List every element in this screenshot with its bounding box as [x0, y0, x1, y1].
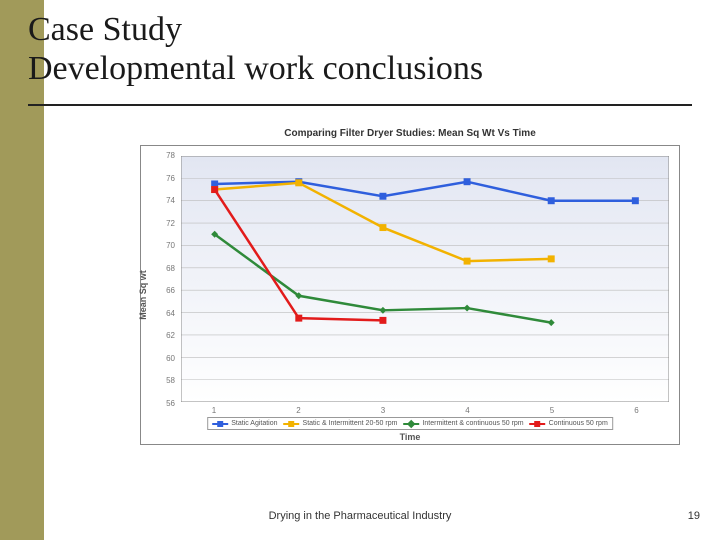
y-tick-label: 60: [166, 354, 175, 363]
legend-label: Static Agitation: [231, 420, 277, 427]
x-tick-label: 5: [550, 406, 554, 415]
legend-swatch: [212, 421, 228, 427]
title-underline: [28, 104, 692, 106]
x-tick-label: 4: [465, 406, 469, 415]
y-tick-label: 64: [166, 309, 175, 318]
y-tick-label: 74: [166, 196, 175, 205]
chart-plot-frame: Mean Sq wt Time Static Agitation Static &…: [140, 145, 680, 445]
y-tick-label: 62: [166, 331, 175, 340]
legend-swatch: [284, 421, 300, 427]
legend-item: Static Agitation: [212, 420, 277, 427]
chart-plot-area: [181, 156, 669, 402]
y-tick-label: 72: [166, 219, 175, 228]
x-tick-label: 1: [212, 406, 216, 415]
y-tick-label: 78: [166, 151, 175, 160]
legend-swatch: [530, 421, 546, 427]
legend-item: Intermittent & continuous 50 rpm: [403, 420, 523, 427]
title-line-2: Developmental work conclusions: [28, 50, 483, 87]
legend-label: Continuous 50 rpm: [549, 420, 608, 427]
y-tick-label: 56: [166, 399, 175, 408]
y-tick-label: 66: [166, 286, 175, 295]
x-tick-label: 2: [296, 406, 300, 415]
title-line-1: Case Study: [28, 11, 182, 48]
legend-label: Static & Intermittent 20-50 rpm: [303, 420, 398, 427]
slide-footer: Drying in the Pharmaceutical Industry: [269, 510, 452, 522]
slide-root: Case Study Developmental work conclusion…: [0, 0, 720, 540]
chart-legend: Static Agitation Static & Intermittent 20…: [207, 417, 613, 430]
x-tick-label: 3: [381, 406, 385, 415]
y-tick-label: 70: [166, 241, 175, 250]
legend-label: Intermittent & continuous 50 rpm: [422, 420, 523, 427]
chart-xlabel: Time: [400, 432, 421, 442]
chart-title: Comparing Filter Dryer Studies: Mean Sq …: [140, 128, 680, 139]
legend-swatch: [403, 421, 419, 427]
x-tick-label: 6: [634, 406, 638, 415]
y-tick-label: 58: [166, 376, 175, 385]
chart-ylabel: Mean Sq wt: [138, 270, 148, 320]
slide-title: Case Study Developmental work conclusion…: [28, 10, 483, 88]
y-tick-label: 68: [166, 264, 175, 273]
legend-item: Static & Intermittent 20-50 rpm: [284, 420, 398, 427]
page-number: 19: [688, 510, 700, 522]
chart-container: Comparing Filter Dryer Studies: Mean Sq …: [140, 128, 680, 468]
legend-item: Continuous 50 rpm: [530, 420, 608, 427]
y-tick-label: 76: [166, 174, 175, 183]
chart-svg: [181, 156, 669, 402]
